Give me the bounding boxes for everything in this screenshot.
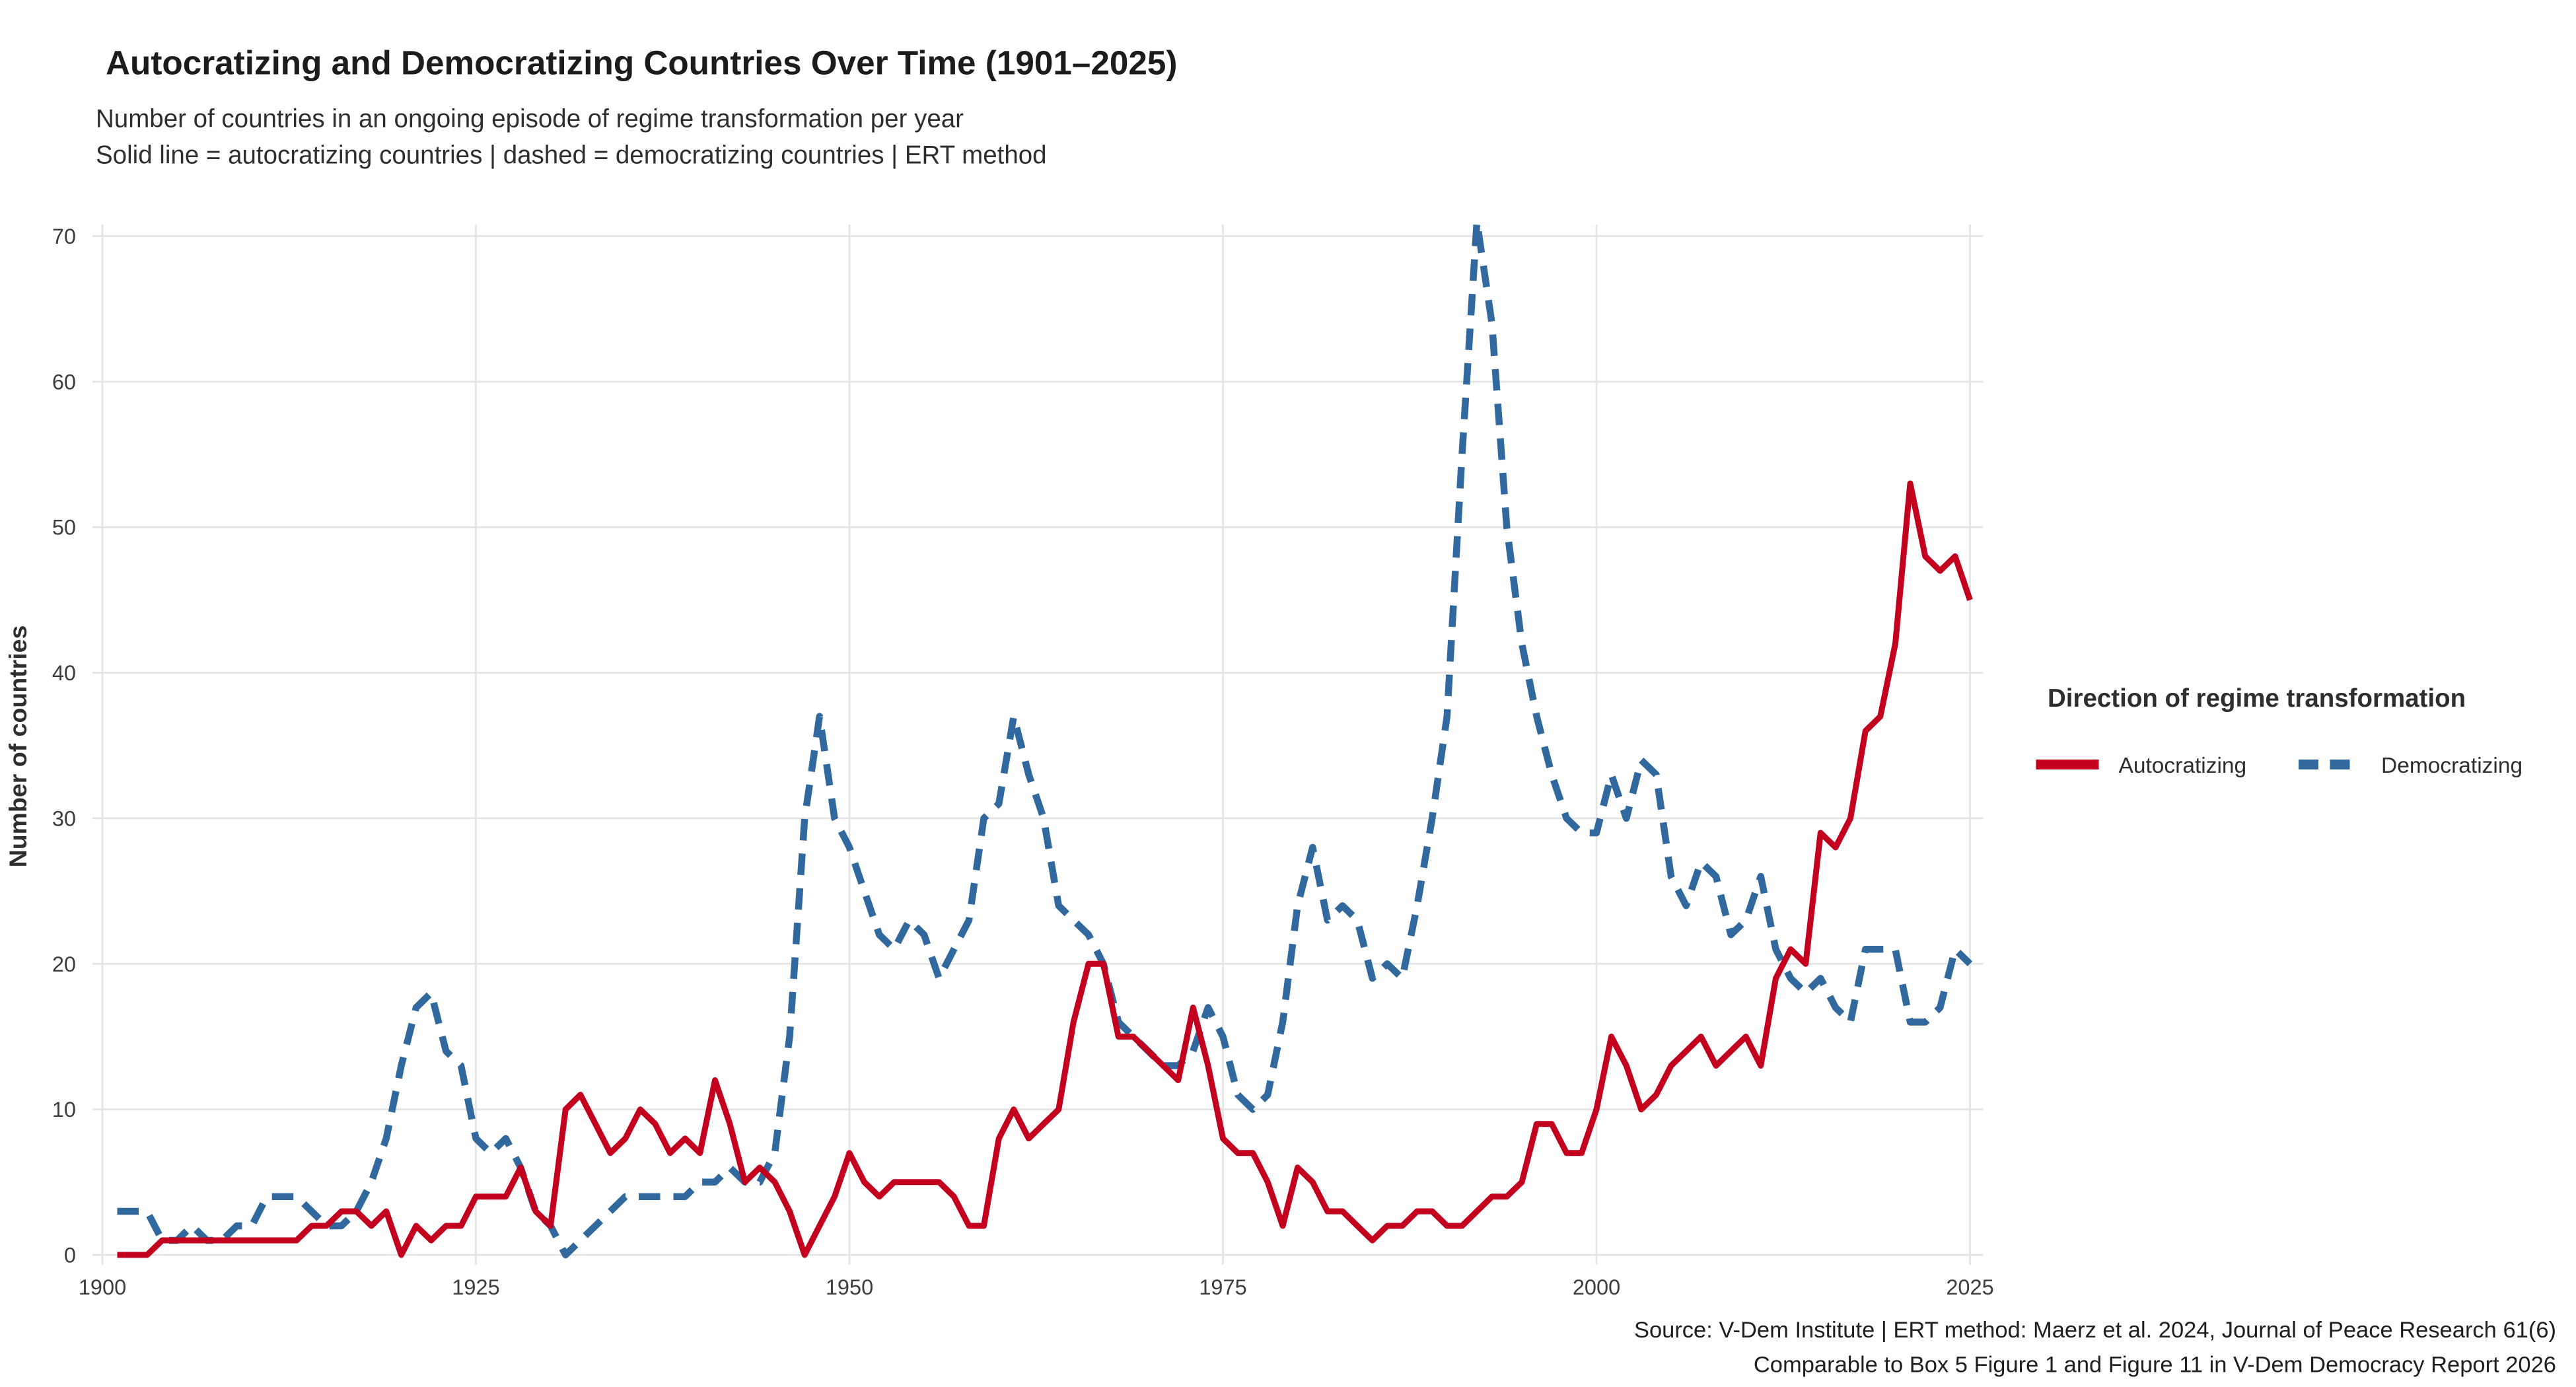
y-tick-label: 0 bbox=[64, 1244, 76, 1267]
y-tick-label: 50 bbox=[52, 516, 76, 540]
y-axis-title: Number of countries bbox=[4, 625, 32, 868]
y-tick-label: 20 bbox=[52, 952, 76, 976]
x-tick-label: 2000 bbox=[1573, 1275, 1620, 1299]
chart-title: Autocratizing and Democratizing Countrie… bbox=[106, 44, 1177, 82]
x-tick-label: 1950 bbox=[826, 1275, 873, 1299]
x-tick-label: 1900 bbox=[79, 1275, 126, 1299]
y-tick-label: 10 bbox=[52, 1098, 76, 1121]
series-layer bbox=[117, 218, 1973, 1259]
y-tick-label: 70 bbox=[52, 225, 76, 248]
series-line-democratizing bbox=[117, 218, 1973, 1259]
legend-label-autocratizing: Autocratizing bbox=[2119, 754, 2247, 778]
y-tick-label: 40 bbox=[52, 661, 76, 685]
source-caption-line2: Comparable to Box 5 Figure 1 and Figure … bbox=[1754, 1353, 2556, 1378]
y-tick-label: 60 bbox=[52, 370, 76, 394]
tick-layer: 0 10 20 30 40 50 60 70 1900 1925 1950 1975 2000 2025 bbox=[52, 225, 1994, 1299]
x-tick-label: 2025 bbox=[1946, 1275, 1993, 1299]
source-caption-line1: Source: V-Dem Institute | ERT method: Ma… bbox=[1634, 1318, 2556, 1343]
legend-label-democratizing: Democratizing bbox=[2381, 754, 2522, 778]
chart-subtitle-line2: Solid line = autocratizing countries | d… bbox=[96, 141, 1047, 170]
grid-layer bbox=[92, 225, 1984, 1265]
legend: Direction of regime transformation Autoc… bbox=[2036, 684, 2522, 778]
x-tick-label: 1975 bbox=[1199, 1275, 1246, 1299]
y-tick-label: 30 bbox=[52, 806, 76, 830]
series-line-autocratizing bbox=[117, 480, 1973, 1258]
x-tick-label: 1925 bbox=[452, 1275, 499, 1299]
legend-title: Direction of regime transformation bbox=[2048, 684, 2466, 713]
chart-subtitle-line1: Number of countries in an ongoing episod… bbox=[96, 105, 964, 133]
